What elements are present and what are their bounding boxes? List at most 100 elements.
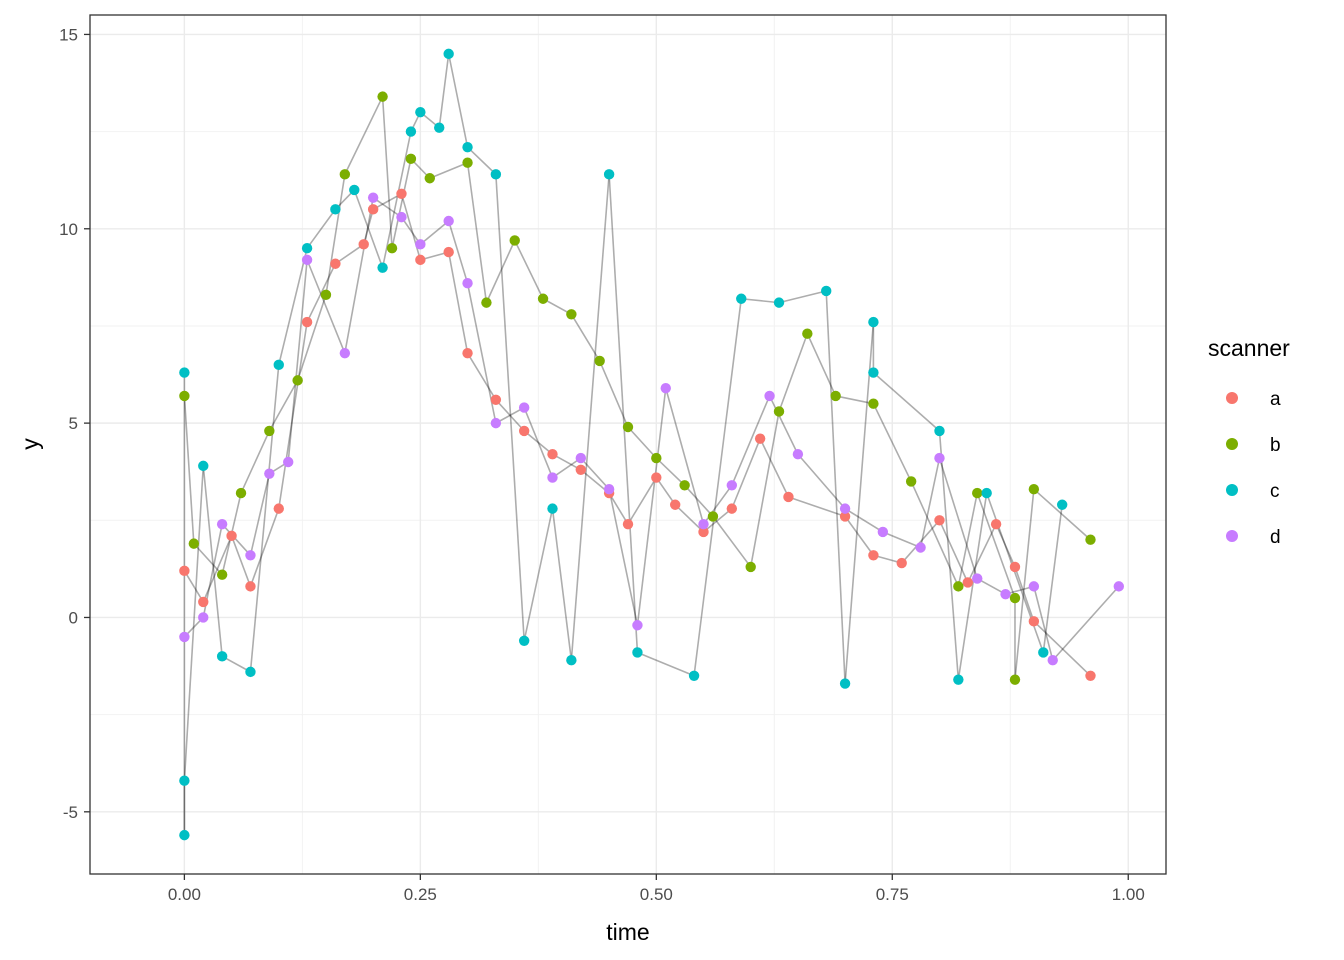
data-point-a (990, 518, 1002, 530)
trajectory-line-b (910, 481, 960, 587)
trajectory-line-a (655, 477, 676, 506)
trajectory-line-b (598, 360, 629, 428)
trajectory-line-a (608, 492, 629, 525)
trajectory-line-d (976, 577, 1006, 595)
trajectory-line-a (466, 352, 497, 401)
trajectory-line-a (523, 430, 553, 455)
data-point-c (603, 169, 615, 180)
data-point-d (490, 417, 502, 429)
data-point-b (424, 173, 435, 184)
trajectory-line-d (844, 507, 884, 533)
data-point-b (594, 355, 605, 367)
y-axis-title: y (17, 438, 43, 450)
trajectory-line-b (325, 174, 346, 295)
x-tick-label: 0.25 (404, 885, 437, 904)
data-point-c (443, 48, 454, 60)
trajectory-line-a (447, 251, 469, 354)
data-point-d (1000, 588, 1011, 600)
trajectory-line-a (372, 193, 402, 211)
data-point-b (651, 452, 662, 464)
trajectory-line-c (495, 174, 525, 641)
trajectory-line-b (872, 403, 912, 482)
x-tick-label: 0.75 (876, 885, 909, 904)
data-point-a (490, 394, 502, 406)
data-point-b (1009, 592, 1021, 604)
data-point-b (216, 569, 228, 580)
data-point-d (839, 503, 851, 514)
y-tick-label: -5 (63, 803, 78, 822)
trajectory-line-a (495, 399, 525, 432)
data-point-a (198, 596, 209, 608)
plot-background (90, 15, 1166, 874)
data-point-d (575, 452, 587, 464)
data-point-d (396, 211, 407, 223)
data-point-b (802, 328, 813, 339)
trajectory-line-c (778, 290, 827, 304)
trajectory-line-a (938, 519, 969, 583)
trajectory-line-b (778, 333, 809, 412)
data-point-a (358, 239, 369, 250)
trajectory-line-b (542, 298, 572, 315)
trajectory-line-c (872, 371, 941, 432)
data-point-c (273, 359, 284, 371)
data-point-b (509, 235, 520, 246)
legend-label-d: d (1270, 527, 1281, 548)
data-point-d (301, 254, 313, 266)
data-point-b (292, 375, 303, 386)
data-point-b (972, 487, 983, 499)
grid (90, 15, 1166, 874)
trajectory-line-a (901, 519, 941, 564)
data-point-b (1085, 534, 1096, 545)
data-point-a (934, 515, 945, 526)
y-tick-label: 0 (69, 608, 78, 627)
data-point-d (264, 468, 275, 479)
trajectory-line-b (183, 395, 195, 544)
data-point-c (245, 666, 256, 678)
trajectory-line-d (249, 473, 271, 556)
data-point-a (839, 511, 851, 522)
data-point-d (972, 573, 983, 584)
trajectory-line-c (447, 53, 469, 148)
x-tick-label: 0.00 (168, 885, 201, 904)
trajectory-line-a (552, 453, 582, 471)
data-point-b (481, 297, 492, 308)
data-point-c (1056, 499, 1068, 510)
trajectory-line-a (230, 535, 252, 587)
data-point-b (830, 390, 841, 402)
data-point-a (547, 449, 558, 460)
trajectory-line-d (523, 407, 554, 478)
trajectory-line-c (438, 53, 450, 128)
y-tick-label: 5 (69, 414, 78, 433)
data-point-c (1038, 647, 1049, 658)
data-point-d (632, 620, 643, 631)
data-point-a (273, 503, 284, 514)
data-point-a (1028, 616, 1040, 627)
data-point-a (518, 425, 530, 437)
trajectory-line-a (759, 438, 790, 498)
data-point-b (868, 398, 879, 409)
trajectory-line-c (1042, 504, 1063, 653)
trajectory-line-a (334, 243, 365, 265)
data-point-d (877, 526, 889, 538)
trajectory-line-d (580, 457, 610, 490)
trajectory-line-a (995, 523, 1016, 568)
trajectory-line-b (570, 313, 601, 362)
data-point-b (188, 538, 200, 549)
data-point-c (773, 297, 785, 308)
data-point-b (1028, 483, 1040, 495)
trajectory-line-a (202, 535, 233, 603)
trajectory-line-b (712, 515, 752, 568)
trajectory-line-c (825, 290, 846, 684)
data-point-b (566, 309, 577, 320)
data-point-d (367, 192, 379, 203)
trajectory-line-b (1033, 488, 1092, 541)
trajectory-line-a (1033, 620, 1092, 677)
trajectory-line-c (957, 492, 988, 680)
legend: scanner a b c d (1208, 335, 1290, 548)
trajectory-line-d (552, 457, 582, 479)
trajectory-line-b (296, 294, 327, 381)
data-point-d (283, 456, 294, 468)
trajectory-line-b (514, 240, 544, 300)
data-point-c (518, 635, 530, 646)
